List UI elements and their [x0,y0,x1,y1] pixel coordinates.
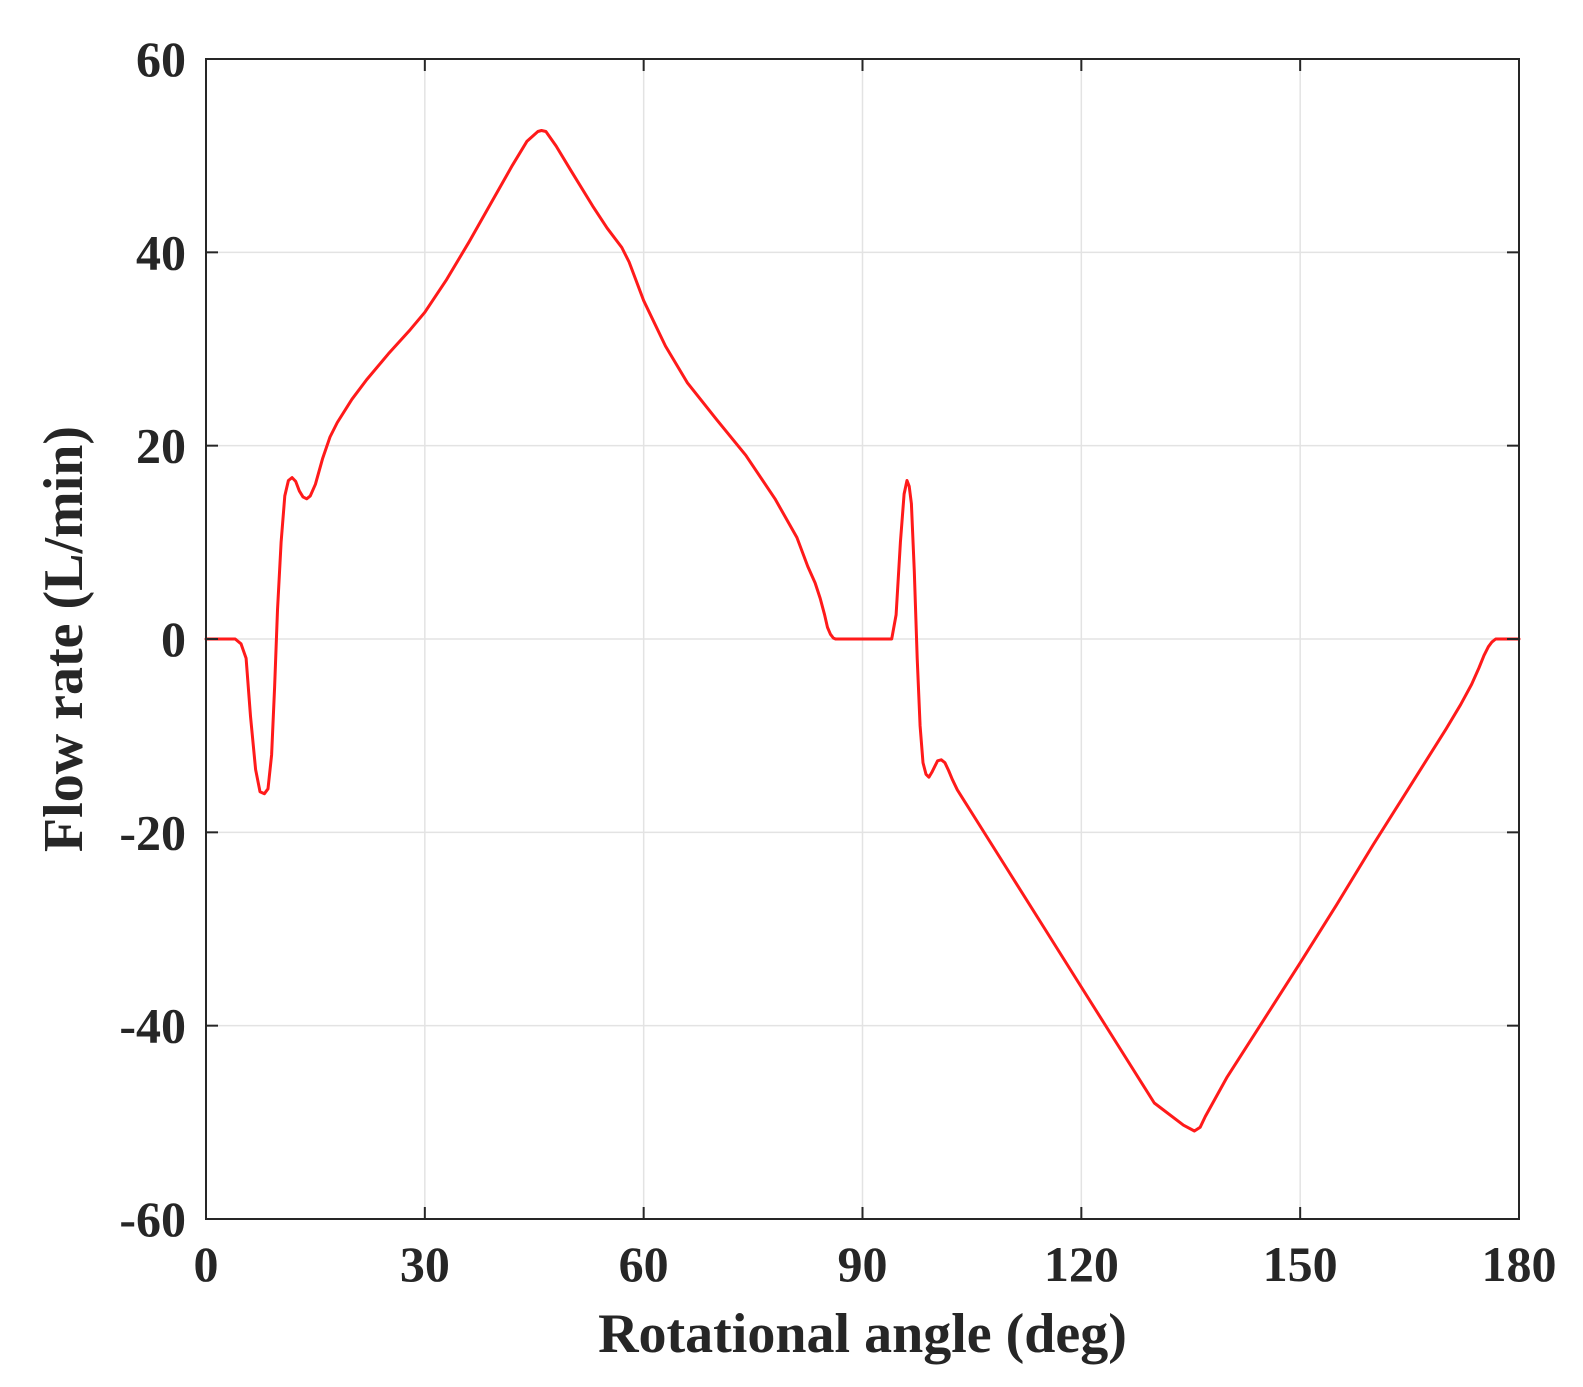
flow-rate-line [204,129,1521,1133]
y-tick-label: 0 [161,611,186,667]
x-tick-label: 150 [1263,1236,1338,1292]
x-tick-label: 30 [400,1236,450,1292]
x-tick-label: 0 [194,1236,219,1292]
x-tick-label: 120 [1044,1236,1119,1292]
y-tick-label: 20 [136,418,186,474]
x-tick-label: 60 [619,1236,669,1292]
x-tick-label: 180 [1482,1236,1557,1292]
y-tick-label: -40 [119,998,186,1054]
grid-lines [206,59,1519,1219]
x-axis-label: Rotational angle (deg) [598,1303,1127,1365]
x-tick-label: 90 [838,1236,888,1292]
data-series [204,129,1521,1133]
x-tick-labels: 0 30 60 90 120 150 180 [194,1236,1557,1292]
y-tick-label: -20 [119,804,186,860]
y-tick-labels: -60 -40 -20 0 20 40 60 [119,31,186,1247]
y-tick-label: 40 [136,224,186,280]
y-tick-label: 60 [136,31,186,87]
tick-marks [205,58,1520,1220]
y-axis-label: Flow rate (L/min) [33,426,95,852]
y-tick-label: -60 [119,1191,186,1247]
